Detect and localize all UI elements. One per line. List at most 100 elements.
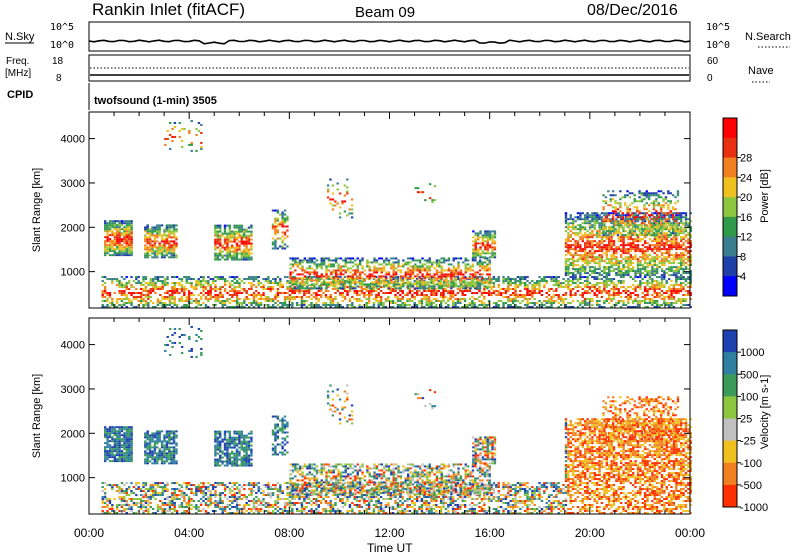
power-cell [666,258,668,260]
power-cell [608,262,610,264]
power-cell [301,287,303,289]
power-cell [154,240,156,242]
power-cell [116,232,118,234]
power-cell [567,268,569,270]
power-cell [500,300,502,302]
power-cell [265,278,267,280]
power-cell [632,226,634,228]
power-cell [464,298,466,300]
power-cell [299,261,301,263]
power-cell [493,284,495,286]
power-cell [310,302,312,304]
power-cell [565,286,567,288]
power-cell [327,290,329,292]
power-cell [272,300,274,302]
power-cell [186,296,188,298]
power-cell [483,304,485,306]
power-cell [210,292,212,294]
power-cell [414,280,416,282]
power-cell [164,292,166,294]
power-cell [347,269,349,271]
power-cell [245,247,247,249]
power-cell [109,246,111,248]
power-cell [335,279,337,281]
power-cell [150,296,152,298]
power-cell [678,290,680,292]
power-cell [606,278,608,280]
power-cell [128,220,130,222]
power-cell [243,245,245,247]
power-cell [613,262,615,264]
power-cell [297,257,299,259]
power-cell [349,275,351,277]
power-cell [494,234,496,236]
power-cell [589,268,591,270]
power-cell [673,224,675,226]
power-cell [270,290,272,292]
power-cell [666,302,668,304]
power-cell [121,250,123,252]
power-cell [491,252,493,254]
power-cell [682,298,684,300]
power-cell [121,238,123,240]
power-cell [613,252,615,254]
power-cell [534,284,536,286]
power-cell [514,290,516,292]
power-cell [510,304,512,306]
power-cell [106,238,108,240]
power-cell [284,300,286,302]
power-cell [678,232,680,234]
power-cell [510,282,512,284]
power-cell [541,278,543,280]
power-cell [156,246,158,248]
power-cell [373,261,375,263]
power-cell [390,292,392,294]
power-cell [226,251,228,253]
power-cell [613,234,615,236]
power-cell [282,286,284,288]
power-cell [207,292,209,294]
power-cell [632,266,634,268]
power-cell [637,240,639,242]
power-cell [553,276,555,278]
power-cell [619,206,621,208]
power-cell [168,226,170,228]
power-cell [128,244,130,246]
power-cell [128,222,130,224]
power-cell [531,280,533,282]
power-cell [281,247,283,249]
power-cell [548,276,550,278]
power-cell [438,265,440,267]
power-cell [229,298,231,300]
power-cell [281,222,283,224]
power-cell [670,242,672,244]
power-cell [267,296,269,298]
power-cell [448,275,450,277]
power-cell [560,282,562,284]
power-cell [570,254,572,256]
power-cell [426,273,428,275]
power-cell [111,222,113,224]
power-cell [378,304,380,306]
power-cell [618,292,620,294]
power-cell [104,296,106,298]
power-cell [405,273,407,275]
power-cell [490,286,492,288]
power-cell [612,190,614,192]
power-cell [214,294,216,296]
power-cell [118,290,120,292]
power-cell [431,265,433,267]
power-cell [297,287,299,289]
power-cell [624,204,626,206]
power-cell [217,257,219,259]
power-cell [586,262,588,264]
power-cell [591,258,593,260]
power-cell [146,254,148,256]
power-cell [168,234,170,236]
power-cell [116,230,118,232]
power-cell [154,242,156,244]
power-cell [262,278,264,280]
power-cell [610,226,612,228]
power-cell [333,265,335,267]
power-cell [507,282,509,284]
